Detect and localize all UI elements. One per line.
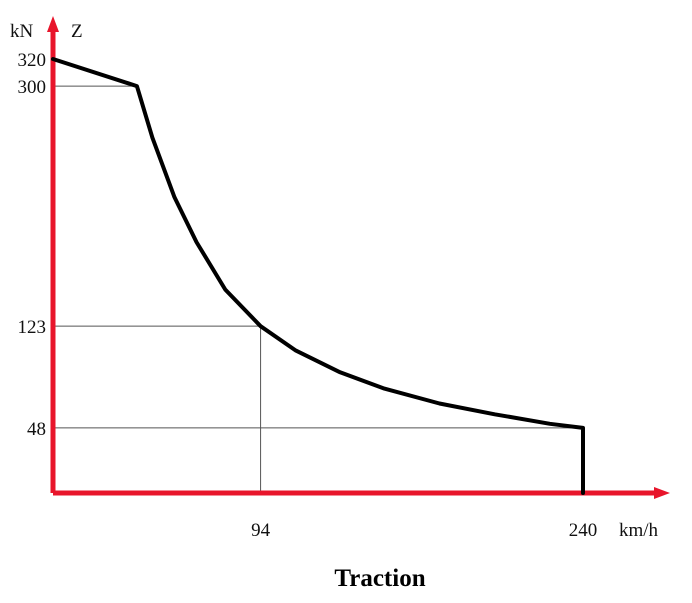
axes bbox=[47, 16, 670, 499]
y-tick-label-123: 123 bbox=[18, 317, 47, 338]
reference-lines bbox=[53, 85, 583, 493]
x-tick-label-240: 240 bbox=[569, 520, 598, 541]
y-axis-label: kN bbox=[10, 21, 34, 42]
series-layer bbox=[51, 57, 585, 495]
series-line-z bbox=[51, 57, 585, 495]
x-axis-arrow bbox=[654, 487, 670, 499]
y-axis-arrow bbox=[47, 16, 59, 32]
x-tick-label-94: 94 bbox=[251, 520, 271, 541]
x-axis-label: km/h bbox=[619, 520, 659, 541]
y-tick-label-300: 300 bbox=[18, 77, 47, 98]
chart-title: Traction bbox=[334, 565, 425, 592]
y-tick-label-320: 320 bbox=[18, 50, 47, 71]
labels: kN Z km/h Traction bbox=[10, 21, 659, 592]
y-tick-label-48: 48 bbox=[27, 419, 46, 440]
series-label: Z bbox=[71, 21, 83, 42]
tick-labels: 320 300 123 48 94 240 bbox=[18, 50, 598, 541]
